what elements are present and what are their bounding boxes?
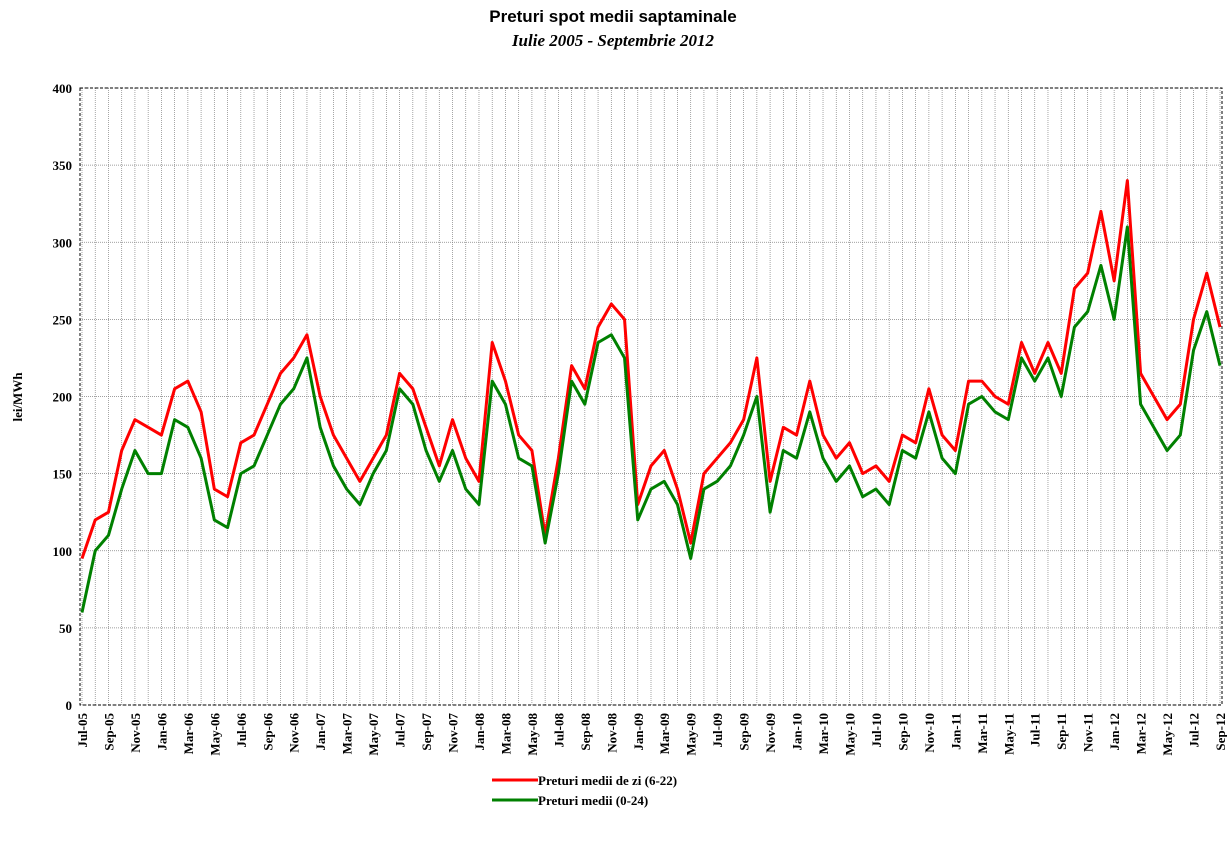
x-tick-label: Jan-08 <box>472 713 487 751</box>
x-tick-label: Nov-08 <box>604 713 619 753</box>
x-tick-label: Mar-11 <box>975 713 990 754</box>
x-tick-label: Sep-05 <box>101 713 116 751</box>
x-tick-label: May-09 <box>684 713 699 756</box>
x-tick-label: Jan-10 <box>790 713 805 751</box>
x-tick-label: Jul-10 <box>869 713 884 748</box>
x-tick-label: Jul-12 <box>1187 713 1202 748</box>
x-tick-label: Sep-10 <box>895 713 910 751</box>
x-tick-label: Jan-12 <box>1107 713 1122 751</box>
x-tick-label: Jan-09 <box>631 713 646 751</box>
y-tick-label: 300 <box>53 235 73 250</box>
x-tick-label: May-07 <box>366 713 381 756</box>
y-tick-label: 200 <box>53 390 73 405</box>
chart-subtitle: Iulie 2005 - Septembrie 2012 <box>511 31 715 50</box>
x-tick-label: Jan-06 <box>154 713 169 751</box>
x-tick-label: Jul-05 <box>75 713 90 748</box>
x-tick-label: Sep-09 <box>737 713 752 751</box>
plot-border <box>79 87 1223 706</box>
y-tick-label: 0 <box>66 698 73 713</box>
x-tick-label: Jul-06 <box>234 713 249 748</box>
x-tick-label: May-10 <box>842 713 857 756</box>
x-tick-label: Nov-07 <box>446 713 461 753</box>
x-tick-label: Mar-06 <box>181 713 196 755</box>
x-tick-label: May-12 <box>1160 713 1175 756</box>
x-tick-label: Nov-09 <box>763 713 778 753</box>
x-tick-label: Sep-08 <box>578 713 593 751</box>
x-tick-label: Nov-10 <box>922 713 937 753</box>
x-tick-label: Mar-09 <box>657 713 672 755</box>
y-tick-label: 350 <box>53 158 73 173</box>
chart-title: Preturi spot medii saptaminale <box>489 7 737 26</box>
y-tick-label: 50 <box>59 621 72 636</box>
line-series <box>80 225 1222 613</box>
legend-label: Preturi medii (0-24) <box>538 793 648 808</box>
x-tick-label: Sep-11 <box>1054 713 1069 750</box>
y-axis-label: lei/MWh <box>10 372 25 422</box>
x-tick-label: Jul-11 <box>1028 713 1043 747</box>
x-tick-label: Nov-05 <box>128 713 143 753</box>
x-tick-label: Mar-08 <box>498 713 513 755</box>
x-tick-label: May-08 <box>525 713 540 756</box>
x-tick-label: May-06 <box>207 713 222 756</box>
y-tick-label: 150 <box>53 467 73 482</box>
x-tick-label: May-11 <box>1001 713 1016 755</box>
x-tick-label: Jul-08 <box>551 713 566 748</box>
y-tick-label: 400 <box>53 81 73 96</box>
y-tick-label: 250 <box>53 312 73 327</box>
x-tick-label: Sep-07 <box>419 713 434 751</box>
legend-label: Preturi medii de zi (6-22) <box>538 773 677 788</box>
x-tick-label: Sep-12 <box>1213 713 1227 751</box>
x-tick-label: Mar-10 <box>816 713 831 754</box>
x-tick-label: Nov-06 <box>287 713 302 753</box>
x-tick-label: Mar-07 <box>340 713 355 755</box>
x-tick-label: Jan-07 <box>313 713 328 751</box>
x-tick-label: Mar-12 <box>1134 713 1149 754</box>
x-tick-label: Jul-09 <box>710 713 725 748</box>
x-tick-label: Sep-06 <box>260 713 275 751</box>
x-tick-label: Nov-11 <box>1081 713 1096 752</box>
x-tick-label: Jul-07 <box>393 713 408 748</box>
x-tick-label: Jan-11 <box>948 713 963 750</box>
line-series <box>80 179 1222 559</box>
y-tick-label: 100 <box>53 544 73 559</box>
